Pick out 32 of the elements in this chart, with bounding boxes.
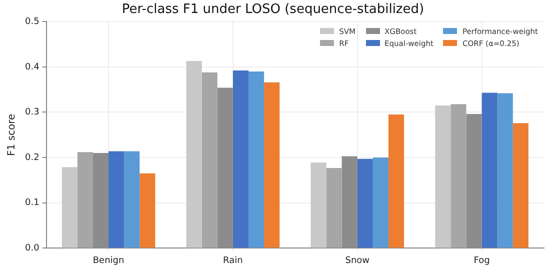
bar bbox=[482, 92, 498, 248]
x-tick-label: Rain bbox=[223, 256, 243, 266]
y-axis-title: F1 score bbox=[6, 114, 18, 156]
y-tick-label: 0.1 bbox=[24, 198, 40, 208]
x-tick-label: Snow bbox=[345, 256, 370, 266]
bar bbox=[357, 158, 373, 248]
bar bbox=[108, 151, 124, 248]
bar bbox=[450, 104, 466, 248]
x-tick-label: Fog bbox=[474, 256, 490, 266]
bar bbox=[124, 151, 140, 248]
bar bbox=[497, 93, 513, 248]
bar bbox=[372, 158, 388, 248]
bar bbox=[140, 173, 156, 248]
y-tick-label: 0.2 bbox=[24, 152, 40, 163]
y-tick-label: 0.3 bbox=[24, 108, 40, 118]
y-tick-label: 0.5 bbox=[24, 16, 40, 27]
bar bbox=[388, 114, 404, 248]
bar bbox=[264, 82, 280, 248]
y-tick-label: 0.0 bbox=[24, 244, 40, 254]
bar bbox=[202, 72, 218, 248]
bar bbox=[62, 167, 78, 248]
bar bbox=[326, 168, 342, 248]
bar bbox=[512, 123, 528, 248]
bar bbox=[248, 71, 264, 248]
chart-title: Per-class F1 under LOSO (sequence-stabilized) bbox=[122, 2, 424, 18]
y-tick-label: 0.4 bbox=[24, 62, 40, 72]
bar bbox=[186, 61, 202, 248]
bar bbox=[310, 162, 326, 248]
bar bbox=[232, 70, 248, 248]
x-tick-label: Benign bbox=[92, 256, 124, 266]
bar bbox=[77, 152, 93, 248]
bar bbox=[435, 105, 451, 248]
